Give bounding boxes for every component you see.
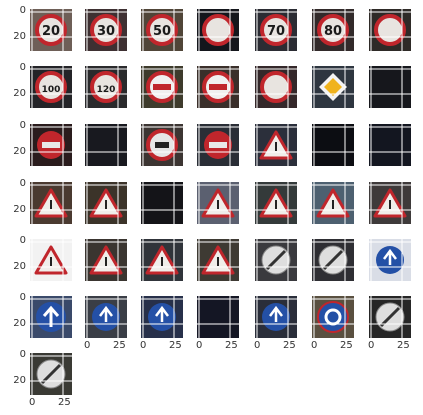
sign-thumbnail	[141, 124, 183, 166]
sign-thumbnail	[369, 296, 411, 338]
sign-thumbnail	[369, 9, 411, 51]
sign-thumbnail	[197, 239, 239, 281]
y-tick-label: 0	[19, 62, 26, 73]
svg-text:30: 30	[97, 24, 115, 39]
svg-text:80: 80	[324, 24, 342, 39]
y-tick-label: 0	[19, 349, 26, 360]
y-tick-label: 20	[13, 88, 26, 99]
y-tick-label: 0	[19, 120, 26, 131]
sign-thumbnail	[369, 239, 411, 281]
sign-thumbnail	[369, 124, 411, 166]
sign-thumbnail	[255, 66, 297, 108]
x-tick-label: 25	[58, 397, 71, 408]
sign-thumbnail	[255, 296, 297, 338]
sign-thumbnail: 50	[141, 9, 183, 51]
sign-thumbnail: 80	[312, 9, 354, 51]
sign-thumbnail	[312, 239, 354, 281]
x-tick-label: 25	[113, 340, 126, 351]
sign-thumbnail: 120	[85, 66, 127, 108]
sign-thumbnail	[255, 239, 297, 281]
sign-thumbnail	[85, 182, 127, 224]
y-tick-label: 20	[13, 204, 26, 215]
y-tick-label: 20	[13, 375, 26, 386]
y-tick-label: 0	[19, 178, 26, 189]
sign-thumbnail	[85, 296, 127, 338]
sign-thumbnail	[369, 182, 411, 224]
y-tick-label: 0	[19, 292, 26, 303]
sign-thumbnail	[141, 239, 183, 281]
y-tick-label: 20	[13, 261, 26, 272]
sign-thumbnail	[197, 124, 239, 166]
sign-thumbnail	[197, 9, 239, 51]
sign-thumbnail: 30	[85, 9, 127, 51]
sign-thumbnail: 70	[255, 9, 297, 51]
sign-thumbnail	[85, 124, 127, 166]
x-tick-label: 0	[254, 340, 261, 351]
sign-thumbnail	[30, 296, 72, 338]
x-tick-label: 0	[311, 340, 318, 351]
y-tick-label: 20	[13, 31, 26, 42]
sign-thumbnail: 20	[30, 9, 72, 51]
sign-thumbnail	[30, 239, 72, 281]
svg-text:70: 70	[267, 24, 285, 39]
x-tick-label: 0	[84, 340, 91, 351]
sign-thumbnail: 100	[30, 66, 72, 108]
x-tick-label: 25	[340, 340, 353, 351]
sign-thumbnail	[85, 239, 127, 281]
y-tick-label: 20	[13, 318, 26, 329]
svg-text:50: 50	[153, 24, 171, 39]
x-tick-label: 25	[225, 340, 238, 351]
x-tick-label: 25	[283, 340, 296, 351]
sign-thumbnail	[197, 66, 239, 108]
sign-thumbnail	[312, 66, 354, 108]
sign-thumbnail	[30, 353, 72, 395]
y-tick-label: 0	[19, 5, 26, 16]
sign-thumbnail	[312, 296, 354, 338]
sign-thumbnail	[312, 124, 354, 166]
sign-thumbnail	[255, 124, 297, 166]
svg-text:20: 20	[42, 24, 60, 39]
svg-text:120: 120	[97, 85, 116, 95]
sign-thumbnail	[141, 182, 183, 224]
sign-thumbnail	[30, 124, 72, 166]
x-tick-label: 0	[140, 340, 147, 351]
sign-thumbnail	[141, 66, 183, 108]
sign-thumbnail	[30, 182, 72, 224]
x-tick-label: 0	[196, 340, 203, 351]
y-tick-label: 20	[13, 146, 26, 157]
sign-thumbnail	[141, 296, 183, 338]
x-tick-label: 25	[169, 340, 182, 351]
x-tick-label: 25	[397, 340, 410, 351]
sign-thumbnail	[255, 182, 297, 224]
x-tick-label: 0	[368, 340, 375, 351]
sign-thumbnail	[197, 296, 239, 338]
y-tick-label: 0	[19, 235, 26, 246]
sign-thumbnail	[197, 182, 239, 224]
sign-thumbnail	[312, 182, 354, 224]
x-tick-label: 0	[29, 397, 36, 408]
sign-thumbnail	[369, 66, 411, 108]
svg-text:100: 100	[42, 85, 61, 95]
